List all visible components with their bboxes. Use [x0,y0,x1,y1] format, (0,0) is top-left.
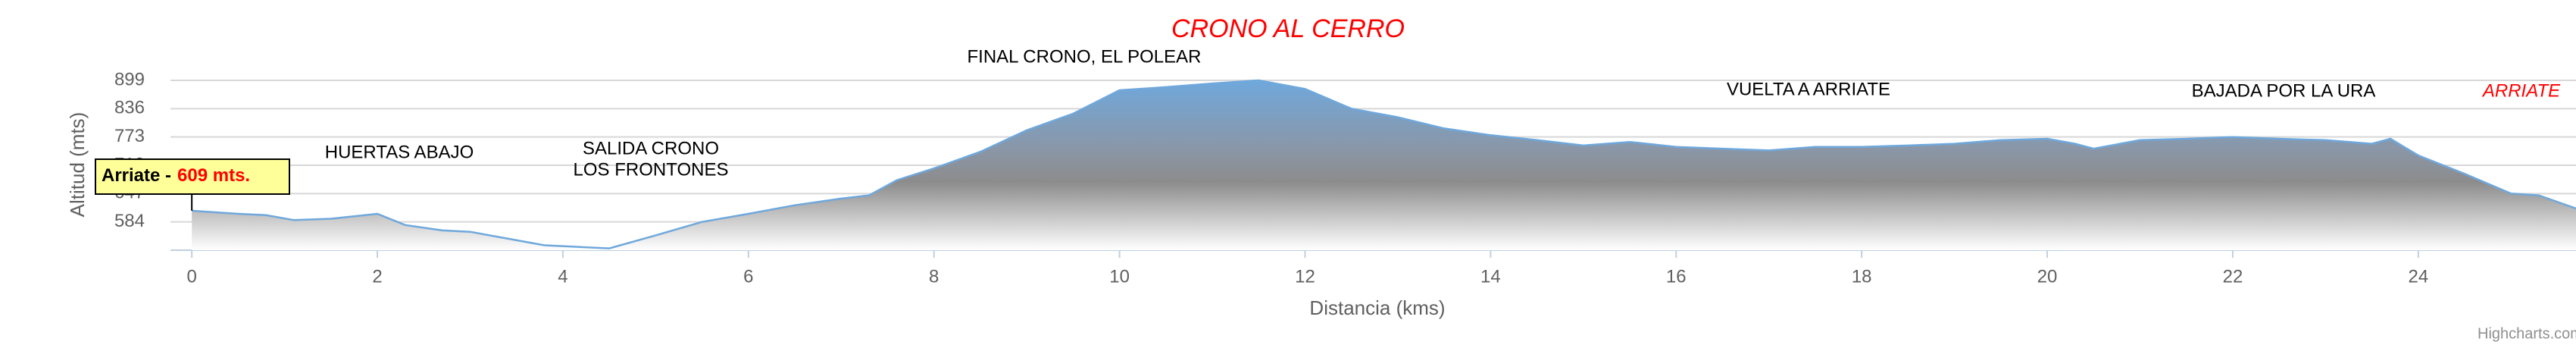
y-tick-label: 584 [114,211,145,231]
x-axis-title: Distancia (kms) [1309,296,1445,319]
annotation: FINAL CRONO, EL POLEAR [968,46,1202,67]
y-tick-label: 899 [114,69,145,89]
tooltip-value: 609 mts. [177,165,250,186]
area-line [192,79,2576,249]
tooltip-text: Arriate - 609 mts. [102,165,250,186]
credits: Highcharts.com [2478,325,2576,342]
y-tick-label: 773 [114,126,145,146]
area-fill [192,80,2576,250]
annotation: ARRIATE [2481,80,2561,101]
x-tick-label: 14 [1480,266,1501,287]
tooltip-box [95,158,290,195]
x-tick-label: 2 [372,266,382,287]
annotation: SALIDA CRONO [583,138,719,158]
tooltip-title: Arriate - [102,165,171,186]
x-tick-label: 8 [929,266,939,287]
chart-title: CRONO AL CERRO [1171,14,1405,43]
annotation: HUERTAS ABAJO [325,142,474,162]
annotation: BAJADA POR LA URA [2192,80,2376,101]
x-tick-label: 10 [1109,266,1130,287]
x-tick-label: 24 [2408,266,2428,287]
x-tick-label: 12 [1295,266,1315,287]
x-tick-label: 16 [1666,266,1687,287]
x-tick-label: 4 [558,266,567,287]
y-axis-title: Altitud (mts) [66,112,89,218]
x-tick-label: 22 [2223,266,2243,287]
annotation: VUELTA A ARRIATE [1727,79,1890,99]
annotation: LOS FRONTONES [574,159,729,180]
x-tick-label: 0 [186,266,196,287]
x-tick-label: 18 [1852,266,1872,287]
y-tick-label: 836 [114,98,145,118]
x-tick-label: 20 [2037,266,2058,287]
x-tick-label: 6 [743,266,753,287]
